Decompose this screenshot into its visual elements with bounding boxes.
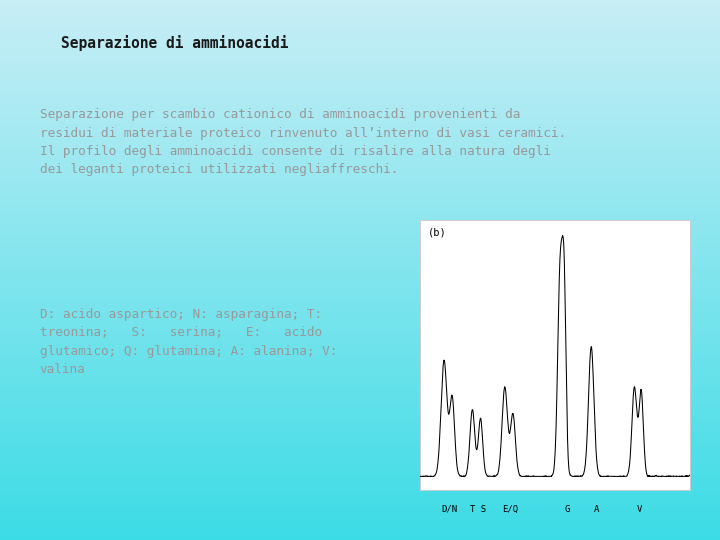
Text: (b): (b) bbox=[428, 228, 446, 238]
Text: V: V bbox=[637, 504, 642, 514]
Text: Separazione per scambio cationico di amminoacidi provenienti da
residui di mater: Separazione per scambio cationico di amm… bbox=[40, 108, 566, 177]
Text: E/Q: E/Q bbox=[502, 504, 518, 514]
Text: Separazione di amminoacidi: Separazione di amminoacidi bbox=[61, 35, 289, 51]
Text: A: A bbox=[594, 504, 599, 514]
Text: D: acido aspartico; N: asparagina; T:
treonina;   S:   serina;   E:   acido
glut: D: acido aspartico; N: asparagina; T: tr… bbox=[40, 308, 337, 376]
Text: T S: T S bbox=[469, 504, 486, 514]
Text: G: G bbox=[564, 504, 570, 514]
Text: D/N: D/N bbox=[441, 504, 457, 514]
